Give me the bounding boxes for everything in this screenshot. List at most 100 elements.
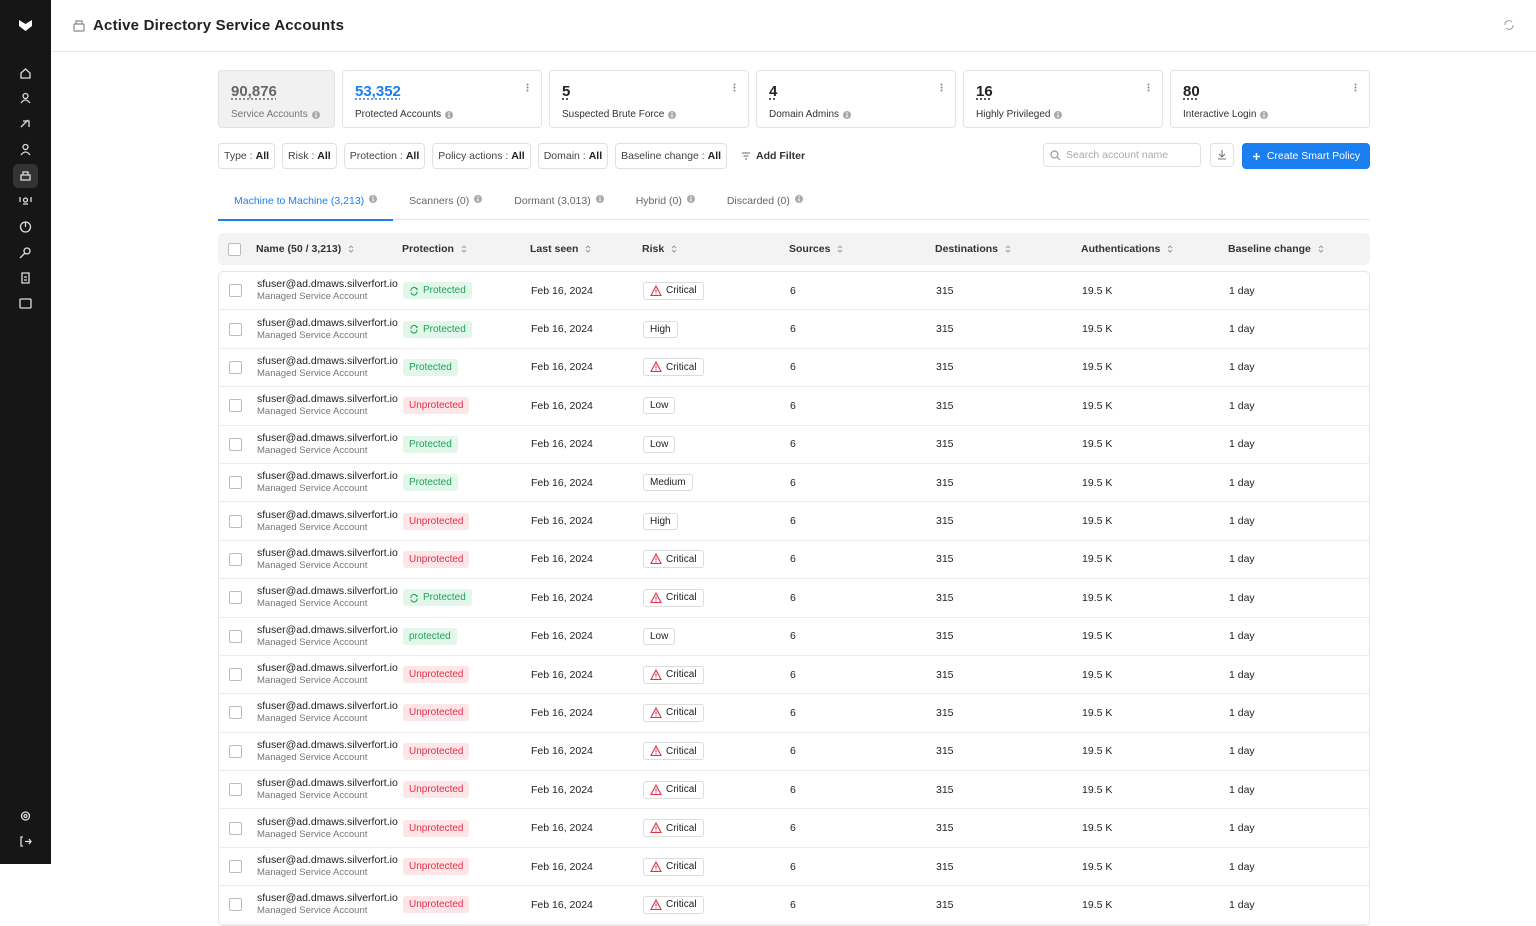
info-icon-svg bbox=[445, 110, 454, 119]
destinations: 315 bbox=[936, 284, 954, 297]
tab[interactable]: Scanners (0) bbox=[393, 188, 498, 219]
filter-chip[interactable]: Type : All bbox=[218, 143, 276, 169]
export-button[interactable] bbox=[1210, 143, 1234, 167]
sidebar bbox=[0, 0, 51, 864]
checkbox[interactable] bbox=[229, 860, 242, 874]
tab[interactable]: Dormant (3,013) bbox=[498, 188, 619, 219]
info-icon bbox=[1054, 110, 1063, 119]
table-row[interactable]: sfuser@ad.dmaws.silverfort.io Managed Ser… bbox=[219, 848, 1369, 887]
table-row[interactable]: sfuser@ad.dmaws.silverfort.io Managed Ser… bbox=[219, 809, 1369, 848]
add-filter[interactable]: Add Filter bbox=[734, 143, 805, 169]
checkbox-cell bbox=[219, 552, 257, 566]
table-row[interactable]: sfuser@ad.dmaws.silverfort.io Managed Ser… bbox=[219, 733, 1369, 772]
baseline-change: 1 day bbox=[1229, 783, 1255, 796]
account-type: Managed Service Account bbox=[257, 521, 368, 533]
protection-text: Unprotected bbox=[409, 861, 464, 873]
protection-cell: Unprotected bbox=[403, 666, 531, 684]
checkbox[interactable] bbox=[229, 399, 242, 413]
checkbox[interactable] bbox=[229, 514, 242, 528]
protection-cell: Protected bbox=[403, 358, 531, 376]
checkbox[interactable] bbox=[229, 437, 242, 451]
risk-text: Critical bbox=[666, 285, 697, 297]
checkbox[interactable] bbox=[228, 242, 241, 256]
name-cell: sfuser@ad.dmaws.silverfort.io Managed Ser… bbox=[257, 777, 403, 802]
account-name: sfuser@ad.dmaws.silverfort.io bbox=[257, 815, 398, 828]
tab[interactable]: Discarded (0) bbox=[711, 188, 819, 219]
protection-cell: Unprotected bbox=[403, 704, 531, 722]
warning-icon-svg bbox=[650, 553, 662, 565]
checkbox[interactable] bbox=[229, 360, 242, 374]
checkbox[interactable] bbox=[229, 668, 242, 682]
checkbox[interactable] bbox=[229, 552, 242, 566]
last-seen: Feb 16, 2024 bbox=[531, 323, 593, 336]
column-header[interactable]: Authentications bbox=[1081, 243, 1228, 255]
table-row[interactable]: sfuser@ad.dmaws.silverfort.io Managed Ser… bbox=[219, 464, 1369, 503]
filter-chip[interactable]: Baseline change : All bbox=[615, 143, 728, 169]
tab[interactable]: Machine to Machine (3,213) bbox=[218, 188, 394, 221]
stat-card[interactable]: 5 Suspected Brute Force bbox=[549, 70, 749, 128]
stat-card[interactable]: 4 Domain Admins bbox=[756, 70, 956, 128]
stat-card[interactable]: 80 Interactive Login bbox=[1170, 70, 1370, 128]
checkbox-cell bbox=[219, 476, 257, 490]
column-header[interactable]: Protection bbox=[402, 243, 530, 255]
table-row[interactable]: sfuser@ad.dmaws.silverfort.io Managed Ser… bbox=[219, 502, 1369, 541]
table-row[interactable]: sfuser@ad.dmaws.silverfort.io Managed Ser… bbox=[219, 387, 1369, 426]
table-row[interactable]: sfuser@ad.dmaws.silverfort.io Managed Ser… bbox=[219, 618, 1369, 656]
authentications: 19.5 K bbox=[1082, 591, 1113, 604]
column-header[interactable]: Risk bbox=[642, 243, 789, 255]
refresh-icon[interactable] bbox=[1502, 18, 1516, 32]
checkbox[interactable] bbox=[229, 322, 242, 336]
protection-text: Unprotected bbox=[409, 553, 464, 565]
column-header[interactable]: Sources bbox=[789, 243, 935, 255]
checkbox[interactable] bbox=[229, 591, 242, 605]
checkbox[interactable] bbox=[229, 476, 242, 490]
checkbox[interactable] bbox=[229, 706, 242, 720]
table-row[interactable]: sfuser@ad.dmaws.silverfort.io Managed Ser… bbox=[219, 579, 1369, 618]
info-icon bbox=[668, 110, 677, 119]
warning-icon bbox=[650, 706, 662, 719]
table-row[interactable]: sfuser@ad.dmaws.silverfort.io Managed Ser… bbox=[219, 656, 1369, 695]
authentications: 19.5 K bbox=[1082, 706, 1113, 719]
search-box[interactable]: Search account name bbox=[1043, 143, 1201, 167]
checkbox[interactable] bbox=[229, 284, 242, 298]
protection-text: Protected bbox=[409, 361, 452, 373]
checkbox-cell bbox=[219, 783, 257, 797]
risk-cell: Critical bbox=[643, 703, 790, 722]
table-row[interactable]: sfuser@ad.dmaws.silverfort.io Managed Ser… bbox=[219, 541, 1369, 580]
tab[interactable]: Hybrid (0) bbox=[620, 188, 711, 219]
table-row[interactable]: sfuser@ad.dmaws.silverfort.io Managed Ser… bbox=[219, 349, 1369, 388]
sources: 6 bbox=[790, 822, 796, 835]
filter-chip[interactable]: Policy actions : All bbox=[432, 143, 531, 169]
baseline-change: 1 day bbox=[1229, 361, 1255, 374]
column-header[interactable]: Baseline change bbox=[1228, 243, 1370, 255]
checkbox[interactable] bbox=[229, 629, 242, 643]
table-row[interactable]: sfuser@ad.dmaws.silverfort.io Managed Ser… bbox=[219, 771, 1369, 810]
stat-card[interactable]: 90,876 Service Accounts bbox=[218, 70, 335, 128]
authentications: 19.5 K bbox=[1082, 745, 1113, 758]
create-policy-button[interactable]: Create Smart Policy bbox=[1242, 143, 1370, 169]
column-header[interactable]: Destinations bbox=[935, 243, 1081, 255]
filter-chip[interactable]: Risk : All bbox=[282, 143, 337, 169]
table-row[interactable]: sfuser@ad.dmaws.silverfort.io Managed Ser… bbox=[219, 272, 1369, 311]
authentications: 19.5 K bbox=[1082, 822, 1113, 835]
stat-card[interactable]: 16 Highly Privileged bbox=[963, 70, 1163, 128]
filter-chip[interactable]: Protection : All bbox=[343, 143, 426, 169]
sources: 6 bbox=[790, 438, 796, 451]
checkbox[interactable] bbox=[229, 821, 242, 835]
checkbox[interactable] bbox=[229, 783, 242, 797]
risk-badge: Critical bbox=[643, 703, 704, 722]
table-row[interactable]: sfuser@ad.dmaws.silverfort.io Managed Ser… bbox=[219, 426, 1369, 464]
table-header: Name (50 / 3,213) Protection Last seen Risk… bbox=[218, 233, 1370, 265]
table-row[interactable]: sfuser@ad.dmaws.silverfort.io Managed Ser… bbox=[219, 886, 1369, 925]
protection-cell: Protected bbox=[403, 320, 531, 338]
filter-chip[interactable]: Domain : All bbox=[537, 143, 609, 169]
checkbox[interactable] bbox=[229, 898, 242, 912]
table-row[interactable]: sfuser@ad.dmaws.silverfort.io Managed Ser… bbox=[219, 694, 1369, 733]
authentications: 19.5 K bbox=[1082, 438, 1113, 451]
column-header[interactable]: Name (50 / 3,213) bbox=[256, 243, 402, 255]
column-header[interactable]: Last seen bbox=[530, 243, 642, 255]
checkbox[interactable] bbox=[229, 744, 242, 758]
table-row[interactable]: sfuser@ad.dmaws.silverfort.io Managed Ser… bbox=[219, 310, 1369, 349]
account-name: sfuser@ad.dmaws.silverfort.io bbox=[257, 738, 398, 751]
stat-card[interactable]: 53,352 Protected Accounts bbox=[342, 70, 542, 128]
